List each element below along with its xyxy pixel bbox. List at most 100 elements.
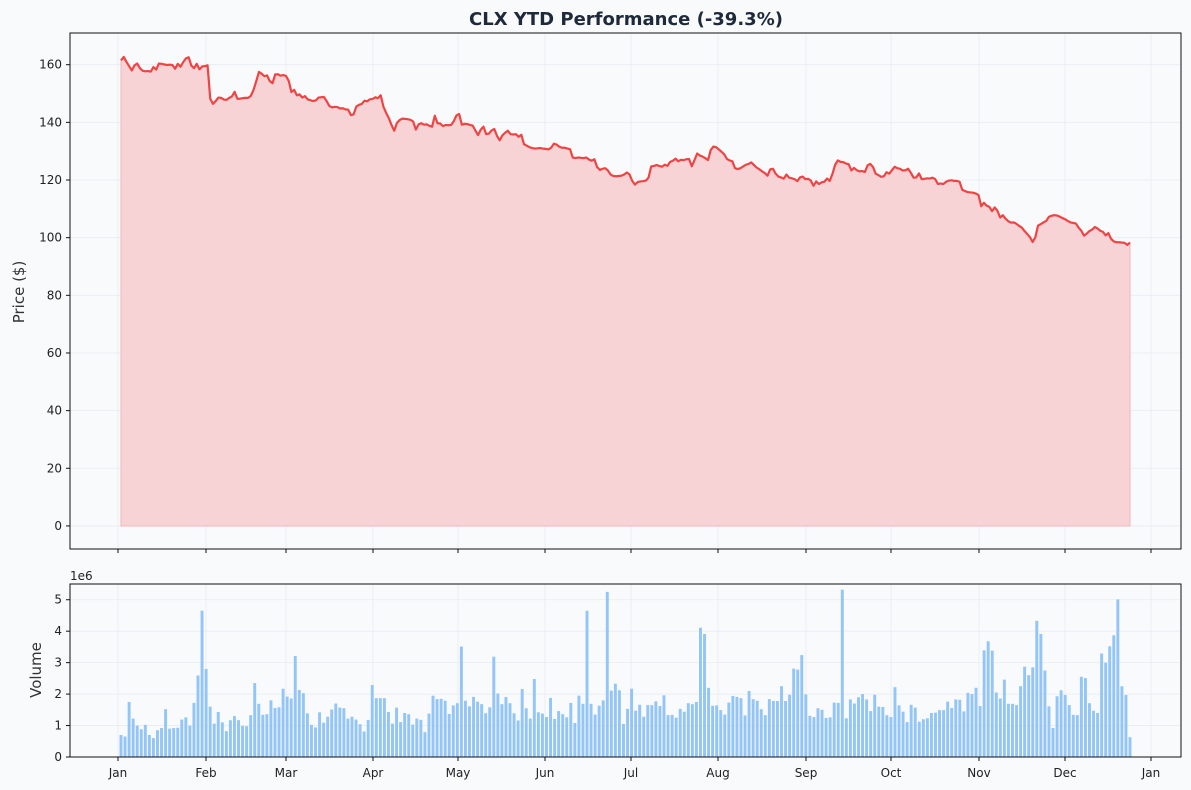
volume-bar <box>480 704 484 757</box>
volume-bar <box>224 731 228 757</box>
month-tick-label: Jun <box>535 766 555 780</box>
volume-bar <box>500 704 504 757</box>
volume-bar <box>917 721 921 757</box>
volume-bar <box>670 714 674 757</box>
volume-bar <box>852 703 856 757</box>
volume-bar <box>265 714 269 757</box>
month-tick-label: Jan <box>108 766 128 780</box>
volume-bar <box>577 695 581 757</box>
volume-bar <box>395 707 399 757</box>
volume-y-tick-label: 3 <box>54 656 62 670</box>
volume-bar <box>504 696 508 757</box>
volume-bar <box>869 711 873 757</box>
volume-bar <box>176 727 180 757</box>
volume-bar <box>958 699 962 757</box>
volume-bar <box>447 713 451 757</box>
volume-bar <box>419 719 423 757</box>
volume-bar <box>723 714 727 757</box>
volume-bar <box>597 705 601 757</box>
month-tick-label: May <box>446 766 471 780</box>
volume-bar <box>694 701 698 757</box>
volume-bar <box>824 718 828 757</box>
volume-bar <box>857 697 860 757</box>
price-y-tick-label: 0 <box>54 519 62 533</box>
price-y-tick-label: 100 <box>39 231 62 245</box>
volume-bar <box>1096 712 1100 757</box>
volume-bar <box>1088 703 1091 757</box>
volume-bar <box>938 710 942 757</box>
volume-bar <box>589 703 593 757</box>
volume-bar <box>463 700 467 757</box>
volume-bar <box>812 717 816 757</box>
volume-bar <box>662 695 666 757</box>
volume-bar <box>459 646 463 757</box>
volume-bar <box>735 696 739 757</box>
volume-bar <box>192 702 196 757</box>
volume-bar <box>1023 666 1027 757</box>
volume-bar <box>565 717 569 757</box>
volume-bar <box>245 726 249 757</box>
volume-bar <box>1128 737 1132 757</box>
volume-bar <box>549 697 552 757</box>
volume-bar <box>816 708 820 757</box>
volume-bar <box>334 703 338 757</box>
volume-bar <box>528 718 532 757</box>
volume-bar <box>443 700 447 757</box>
volume-bar <box>776 701 779 757</box>
volume-y-tick-label: 2 <box>54 687 62 701</box>
volume-bar <box>905 722 909 757</box>
volume-bar <box>1067 705 1071 757</box>
volume-bar <box>540 713 544 757</box>
volume-bar <box>472 696 475 757</box>
volume-bar <box>204 668 208 757</box>
volume-bar <box>228 720 232 757</box>
volume-bar <box>844 718 848 757</box>
volume-y-tick-label: 5 <box>54 593 62 607</box>
volume-bar <box>439 698 443 757</box>
volume-bar <box>703 634 706 757</box>
volume-bar <box>873 694 877 757</box>
volume-bar <box>403 712 407 757</box>
volume-bar <box>208 706 212 757</box>
volume-multiplier-label: 1e6 <box>70 569 93 583</box>
month-tick-label: Nov <box>967 766 990 780</box>
volume-bar <box>1055 696 1059 757</box>
volume-bar <box>131 718 135 757</box>
volume-bar <box>1006 703 1010 757</box>
volume-bar <box>423 732 427 757</box>
volume-bar <box>885 715 889 757</box>
volume-bar <box>269 700 273 757</box>
volume-bar <box>362 731 366 757</box>
volume-bar <box>374 698 378 757</box>
volume-bar <box>143 724 147 757</box>
volume-bar <box>581 703 585 757</box>
volume-bar <box>921 719 925 757</box>
volume-bar <box>658 706 662 757</box>
volume-bar <box>358 724 362 757</box>
volume-bar <box>982 650 986 757</box>
volume-bar <box>553 718 557 757</box>
volume-bar <box>212 723 216 757</box>
volume-bar <box>382 698 386 757</box>
volume-bar <box>455 703 459 757</box>
volume-bar <box>605 591 609 757</box>
volume-bar <box>678 708 682 757</box>
month-tick-label: Mar <box>275 766 298 780</box>
volume-bar <box>1051 728 1055 757</box>
volume-bar <box>970 694 974 757</box>
volume-bar <box>496 693 500 757</box>
month-tick-label: Jan <box>1141 766 1161 780</box>
volume-bar <box>557 711 561 757</box>
volume-bar <box>378 698 382 757</box>
volume-bar <box>135 725 139 757</box>
volume-bar <box>747 690 751 757</box>
volume-bar <box>200 610 204 757</box>
volume-bar <box>828 717 832 757</box>
volume-bar <box>966 692 970 757</box>
volume-bar <box>715 705 719 757</box>
volume-bar <box>901 711 905 757</box>
volume-bar <box>1112 635 1116 757</box>
volume-bar <box>759 709 763 757</box>
month-tick-label: Apr <box>363 766 384 780</box>
volume-bar <box>350 716 354 757</box>
